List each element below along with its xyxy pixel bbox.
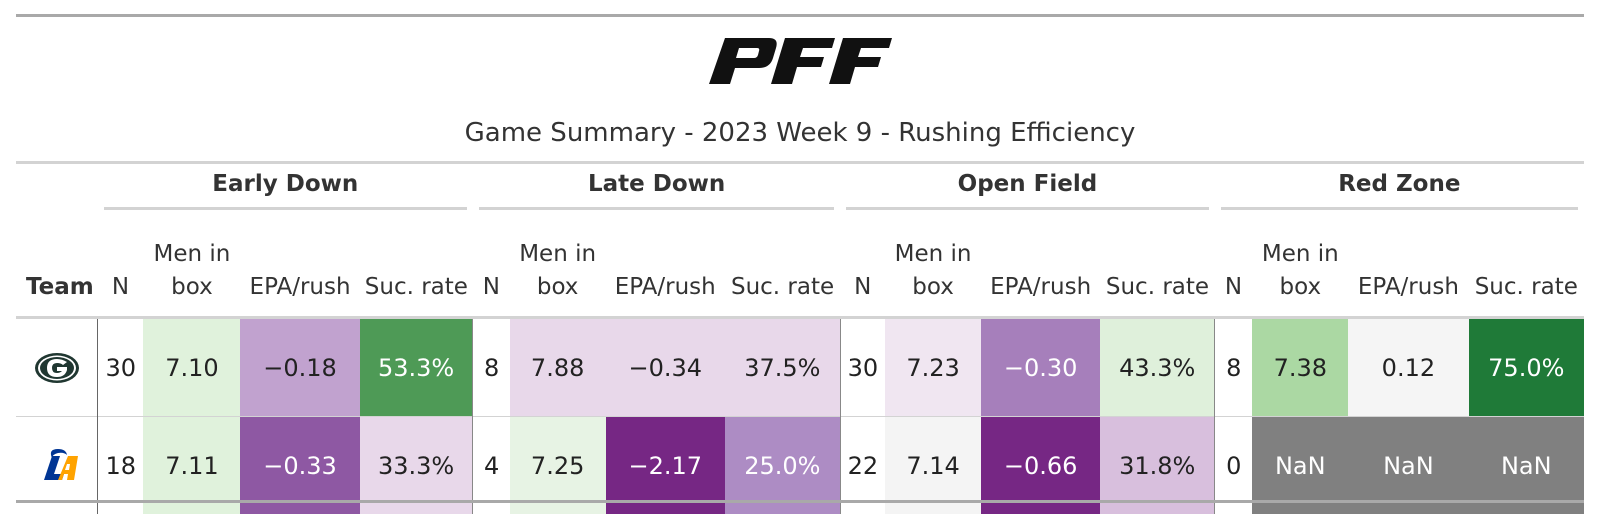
suc-rate-cell: 37.5% [724, 317, 841, 417]
n-cell: 30 [839, 317, 886, 417]
men-in-box-cell: 7.38 [1252, 317, 1349, 417]
n-cell: 8 [1214, 317, 1253, 417]
n-cell: 8 [472, 317, 510, 417]
epa-rush-cell: NaN [1348, 416, 1469, 514]
epa-rush-cell: −0.66 [980, 416, 1101, 514]
n-cell: 0 [1214, 416, 1253, 514]
n-cell: 30 [97, 317, 144, 417]
n-cell: 22 [839, 416, 886, 514]
bottom-rule [16, 500, 1584, 503]
men-in-box-cell: 7.88 [509, 317, 606, 417]
col-n: N [482, 274, 500, 300]
epa-rush-cell: −0.34 [605, 317, 725, 417]
suc-rate-cell: 33.3% [359, 416, 473, 514]
epa-rush-cell: −0.30 [980, 317, 1101, 417]
table-row: 30 7.10 −0.18 53.3% 8 7.88 −0.34 37.5% 30 7.23 −0.… [16, 317, 1584, 417]
suc-rate-cell: 53.3% [359, 317, 473, 417]
n-cell: 18 [97, 416, 144, 514]
title-rule [16, 161, 1584, 164]
col-n: N [111, 274, 130, 300]
col-epa-rush: EPA/rush [990, 274, 1092, 300]
spanner-red-zone: Red Zone [1215, 164, 1584, 216]
suc-rate-cell: 43.3% [1100, 317, 1215, 417]
men-in-box-cell: NaN [1252, 416, 1349, 514]
col-epa-rush: EPA/rush [1357, 274, 1459, 300]
col-men-in-box: Men in box [519, 241, 597, 300]
suc-rate-cell: 25.0% [724, 416, 841, 514]
table-row: 18 7.11 −0.33 33.3% 4 7.25 −2.17 25.0% 22 7.14 −0.… [16, 416, 1584, 514]
top-rule [16, 14, 1584, 17]
suc-rate-cell: 31.8% [1100, 416, 1215, 514]
men-in-box-cell: 7.10 [143, 317, 241, 417]
men-in-box-cell: 7.23 [885, 317, 981, 417]
epa-rush-cell: 0.12 [1348, 317, 1469, 417]
col-men-in-box: Men in box [1261, 241, 1339, 300]
packers-logo-icon [34, 352, 79, 383]
col-suc-rate: Suc. rate [1105, 274, 1210, 300]
epa-rush-cell: −0.18 [240, 317, 360, 417]
col-epa-rush: EPA/rush [614, 274, 716, 300]
men-in-box-cell: 7.25 [509, 416, 606, 514]
spanner-late-down: Late Down [473, 164, 840, 216]
col-men-in-box: Men in box [153, 241, 231, 300]
spanner-open-field: Open Field [840, 164, 1214, 216]
suc-rate-cell: 75.0% [1468, 317, 1584, 417]
col-men-in-box: Men in box [894, 241, 972, 300]
spanner-early-down: Early Down [98, 164, 473, 216]
col-team: Team [26, 274, 94, 300]
men-in-box-cell: 7.14 [885, 416, 981, 514]
team-cell [16, 317, 99, 417]
pff-logo-icon [709, 38, 892, 84]
col-suc-rate: Suc. rate [730, 274, 835, 300]
col-n: N [1224, 274, 1243, 300]
men-in-box-cell: 7.11 [143, 416, 241, 514]
suc-rate-cell: NaN [1468, 416, 1584, 514]
col-suc-rate: Suc. rate [364, 274, 468, 300]
rams-logo-icon [43, 448, 78, 480]
page-title: Game Summary - 2023 Week 9 - Rushing Eff… [464, 118, 1136, 148]
group-header-row: Early Down Late Down Open Field Red Zone [16, 164, 1584, 216]
team-cell [16, 416, 99, 514]
n-cell: 4 [472, 416, 510, 514]
spanner-blank [16, 164, 98, 216]
col-suc-rate: Suc. rate [1474, 274, 1578, 300]
column-header-row: Team N Men in box EPA/rush Suc. rate N Me… [16, 216, 1584, 318]
col-n: N [854, 274, 872, 300]
rushing-efficiency-table: Early Down Late Down Open Field Red Zone… [16, 164, 1584, 514]
epa-rush-cell: −0.33 [240, 416, 360, 514]
epa-rush-cell: −2.17 [605, 416, 725, 514]
summary-table-frame: Game Summary - 2023 Week 9 - Rushing Eff… [16, 0, 1584, 528]
col-epa-rush: EPA/rush [249, 274, 351, 300]
